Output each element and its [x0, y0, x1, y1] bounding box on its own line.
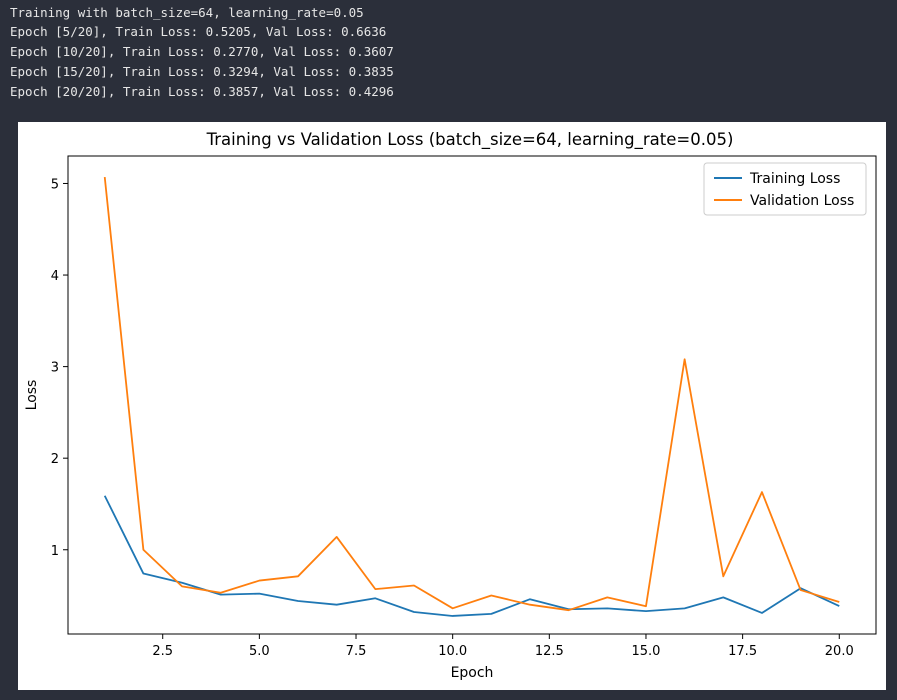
x-tick-label: 2.5 [152, 644, 173, 659]
series-line [103, 495, 840, 617]
y-tick-label: 3 [51, 361, 59, 376]
console-line: Epoch [15/20], Train Loss: 0.3294, Val L… [10, 64, 394, 79]
console-output: Training with batch_size=64, learning_ra… [0, 0, 897, 110]
chart-title: Training vs Validation Loss (batch_size=… [206, 130, 734, 150]
y-axis-label: Loss [24, 380, 40, 411]
x-tick-label: 5.0 [249, 644, 270, 659]
y-tick-label: 1 [51, 544, 59, 559]
legend-label: Training Loss [749, 171, 840, 187]
y-tick-label: 2 [51, 452, 59, 467]
x-tick-label: 20.0 [825, 644, 854, 659]
plot-panel: Training vs Validation Loss (batch_size=… [18, 122, 886, 690]
legend-box [703, 162, 867, 216]
y-tick-label: 4 [51, 269, 59, 284]
x-tick-label: 12.5 [535, 644, 564, 659]
x-tick-label: 10.0 [438, 644, 467, 659]
console-line: Epoch [10/20], Train Loss: 0.2770, Val L… [10, 44, 394, 59]
y-tick-label: 5 [51, 177, 59, 192]
loss-chart: Training vs Validation Loss (batch_size=… [24, 130, 877, 681]
console-line: Training with batch_size=64, learning_ra… [10, 5, 364, 20]
x-tick-label: 15.0 [631, 644, 660, 659]
series-line [103, 176, 840, 612]
x-tick-label: 7.5 [346, 644, 367, 659]
console-line: Epoch [20/20], Train Loss: 0.3857, Val L… [10, 84, 394, 99]
x-axis-label: Epoch [451, 665, 494, 681]
plot-frame [67, 155, 877, 635]
legend-label: Validation Loss [750, 193, 854, 209]
console-line: Epoch [5/20], Train Loss: 0.5205, Val Lo… [10, 24, 387, 39]
x-tick-label: 17.5 [728, 644, 757, 659]
